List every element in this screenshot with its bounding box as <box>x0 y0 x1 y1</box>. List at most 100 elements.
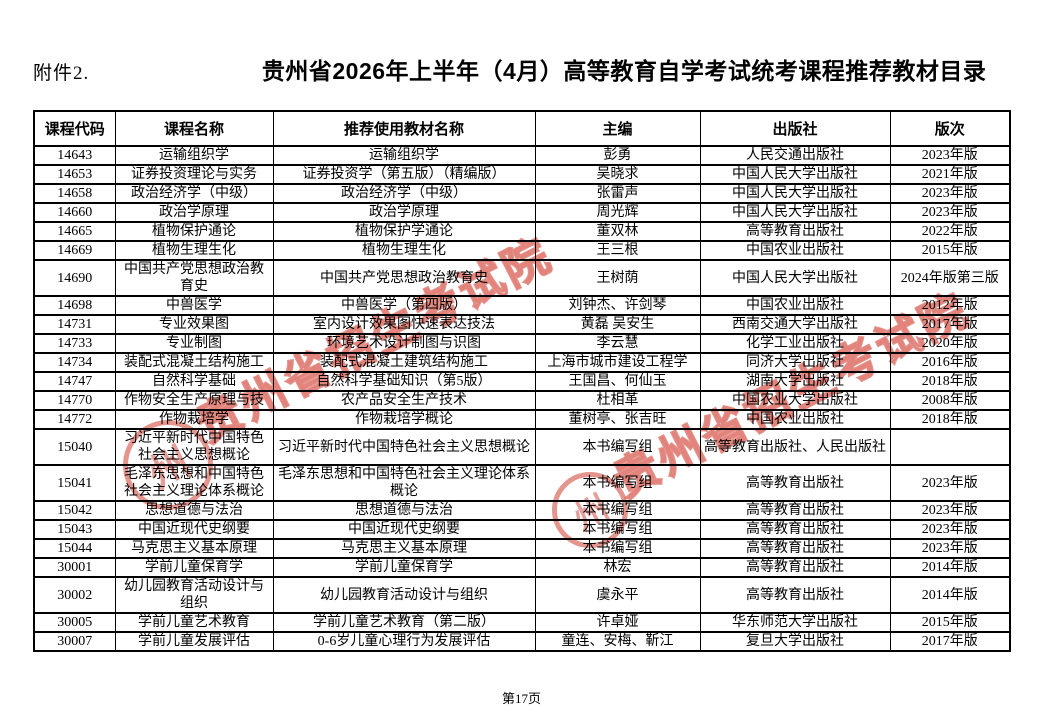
table-row: 14747 自然科学基础 自然科学基础知识（第5版） 王国昌、何仙玉 湖南大学出版社 20… <box>33 371 1011 392</box>
textbook-name-cell: 0-6岁儿童心理行为发展评估 <box>272 631 536 652</box>
publisher-cell: 中国人民大学出版社 <box>699 183 891 204</box>
course-code-cell: 14733 <box>33 333 116 354</box>
table-row: 15042 思想道德与法治 思想道德与法治 本书编写组 高等教育出版社 2023年版 <box>33 500 1011 521</box>
chief-editor-cell: 王国昌、何仙玉 <box>534 371 701 392</box>
chief-editor-cell: 黄磊 吴安生 <box>534 314 701 335</box>
recommended-textbook-table: 课程代码 课程名称 推荐使用教材名称 主编 出版社 版次 14643 运输组织学 运输组织学彭… <box>33 110 1011 652</box>
course-name-cell: 装配式混凝土结构施工 <box>114 352 274 373</box>
edition-cell: 2020年版 <box>889 333 1011 354</box>
course-code-cell: 15042 <box>33 500 116 521</box>
edition-cell: 2018年版 <box>889 371 1011 392</box>
textbook-name-cell: 农产品安全生产技术 <box>272 390 536 411</box>
table-row: 14733 专业制图 环境艺术设计制图与识图 李云慧 化学工业出版社 2020年版 <box>33 333 1011 354</box>
course-name-cell: 植物生理生化 <box>114 240 274 261</box>
course-code-cell: 14690 <box>33 259 116 297</box>
textbook-name-cell: 马克思主义基本原理 <box>272 538 536 559</box>
attachment-label: 附件2. <box>33 63 90 84</box>
edition-cell: 2021年版 <box>889 164 1011 185</box>
course-code-cell: 14747 <box>33 371 116 392</box>
textbook-name-cell: 植物保护学通论 <box>272 221 536 242</box>
course-name-cell: 证券投资理论与实务 <box>114 164 274 185</box>
table-row: 14734 装配式混凝土结构施工 装配式混凝土建筑结构施工 上海市城市建设工程学 同济大… <box>33 352 1011 373</box>
publisher-cell: 湖南大学出版社 <box>699 371 891 392</box>
document-header: 附件2. 贵州省2026年上半年（4月）高等教育自学考试统考课程推荐教材目录 <box>33 52 1009 86</box>
course-code-cell: 15043 <box>33 519 116 540</box>
course-name-cell: 马克思主义基本原理 <box>114 538 274 559</box>
column-header-course-code: 课程代码 <box>33 110 116 147</box>
edition-cell: 2023年版 <box>889 500 1011 521</box>
edition-cell: 2014年版 <box>889 576 1011 614</box>
table-row: 15043 中国近现代史纲要 中国近现代史纲要 本书编写组 高等教育出版社 2023年版 <box>33 519 1011 540</box>
course-name-cell: 作物栽培学 <box>114 409 274 430</box>
edition-cell: 2012年版 <box>889 295 1011 316</box>
textbook-name-cell: 装配式混凝土建筑结构施工 <box>272 352 536 373</box>
textbook-name-cell: 政治学原理 <box>272 202 536 223</box>
table-row: 14770 作物安全生产原理与技 农产品安全生产技术 杜相革 中国农业大学出版社 2008… <box>33 390 1011 411</box>
column-header-course-name: 课程名称 <box>114 110 274 147</box>
textbook-name-cell: 幼儿园教育活动设计与组织 <box>272 576 536 614</box>
course-name-cell: 政治学原理 <box>114 202 274 223</box>
textbook-name-cell: 植物生理生化 <box>272 240 536 261</box>
table-row: 15040 习近平新时代中国特色社会主义思想概论 习近平新时代中国特色社会主义思想概… <box>33 428 1011 466</box>
publisher-cell: 中国农业出版社 <box>699 240 891 261</box>
table-row: 14653 证券投资理论与实务 证券投资学（第五版）（精编版） 吴晓求 中国人民大学出版… <box>33 164 1011 185</box>
table-row: 14669 植物生理生化 植物生理生化 王三根 中国农业出版社 2015年版 <box>33 240 1011 261</box>
course-code-cell: 30005 <box>33 612 116 633</box>
course-code-cell: 14658 <box>33 183 116 204</box>
publisher-cell: 中国人民大学出版社 <box>699 259 891 297</box>
chief-editor-cell: 童连、安梅、靳江 <box>534 631 701 652</box>
edition-cell: 2023年版 <box>889 202 1011 223</box>
publisher-cell: 中国农业出版社 <box>699 409 891 430</box>
table-row: 14665 植物保护通论 植物保护学通论 董双林 高等教育出版社 2022年版 <box>33 221 1011 242</box>
textbook-name-cell: 证券投资学（第五版）（精编版） <box>272 164 536 185</box>
textbook-name-cell: 中国近现代史纲要 <box>272 519 536 540</box>
course-code-cell: 14653 <box>33 164 116 185</box>
course-code-cell: 14698 <box>33 295 116 316</box>
chief-editor-cell: 林宏 <box>534 557 701 578</box>
column-header-chief-editor: 主编 <box>534 110 701 147</box>
course-code-cell: 14734 <box>33 352 116 373</box>
publisher-cell: 高等教育出版社 <box>699 500 891 521</box>
chief-editor-cell: 本书编写组 <box>534 538 701 559</box>
chief-editor-cell: 虞永平 <box>534 576 701 614</box>
textbook-name-cell: 学前儿童艺术教育（第二版） <box>272 612 536 633</box>
edition-cell: 2014年版 <box>889 557 1011 578</box>
course-name-cell: 中国近现代史纲要 <box>114 519 274 540</box>
course-name-cell: 幼儿园教育活动设计与组织 <box>114 576 274 614</box>
edition-cell: 2008年版 <box>889 390 1011 411</box>
chief-editor-cell: 本书编写组 <box>534 519 701 540</box>
chief-editor-cell: 本书编写组 <box>534 428 701 466</box>
course-name-cell: 中国共产党思想政治教育史 <box>114 259 274 297</box>
table-row: 30001 学前儿童保育学 学前儿童保育学 林宏 高等教育出版社 2014年版 <box>33 557 1011 578</box>
course-code-cell: 15044 <box>33 538 116 559</box>
chief-editor-cell: 王树荫 <box>534 259 701 297</box>
table-row: 30007 学前儿童发展评估 0-6岁儿童心理行为发展评估 童连、安梅、靳江 复旦大学出… <box>33 631 1011 652</box>
table-row: 14772 作物栽培学 作物栽培学概论 董树亭、张吉旺 中国农业出版社 2018年版 <box>33 409 1011 430</box>
textbook-name-cell: 作物栽培学概论 <box>272 409 536 430</box>
chief-editor-cell: 张雷声 <box>534 183 701 204</box>
edition-cell: 2018年版 <box>889 409 1011 430</box>
course-name-cell: 自然科学基础 <box>114 371 274 392</box>
chief-editor-cell: 董树亭、张吉旺 <box>534 409 701 430</box>
publisher-cell: 高等教育出版社 <box>699 576 891 614</box>
page-number: 第17页 <box>501 691 541 706</box>
edition-cell: 2023年版 <box>889 464 1011 502</box>
table-row: 15044 马克思主义基本原理 马克思主义基本原理 本书编写组 高等教育出版社 2023年… <box>33 538 1011 559</box>
edition-cell: 2017年版 <box>889 314 1011 335</box>
publisher-cell: 复旦大学出版社 <box>699 631 891 652</box>
column-header-publisher: 出版社 <box>699 110 891 147</box>
chief-editor-cell: 刘钟杰、许剑琴 <box>534 295 701 316</box>
course-name-cell: 运输组织学 <box>114 145 274 166</box>
table-header-row: 课程代码 课程名称 推荐使用教材名称 主编 出版社 版次 <box>33 110 1011 147</box>
course-name-cell: 学前儿童保育学 <box>114 557 274 578</box>
chief-editor-cell: 彭勇 <box>534 145 701 166</box>
course-name-cell: 学前儿童艺术教育 <box>114 612 274 633</box>
course-name-cell: 学前儿童发展评估 <box>114 631 274 652</box>
table-row: 14658 政治经济学（中级） 政治经济学（中级） 张雷声 中国人民大学出版社 2023年… <box>33 183 1011 204</box>
course-code-cell: 14731 <box>33 314 116 335</box>
chief-editor-cell: 吴晓求 <box>534 164 701 185</box>
publisher-cell: 高等教育出版社 <box>699 538 891 559</box>
course-code-cell: 30001 <box>33 557 116 578</box>
course-name-cell: 政治经济学（中级） <box>114 183 274 204</box>
